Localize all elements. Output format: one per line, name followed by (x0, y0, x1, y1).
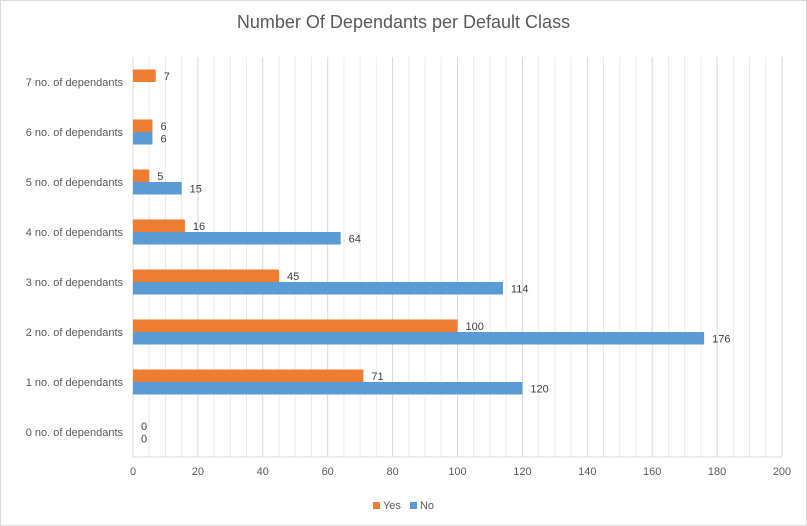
legend-swatch-no (409, 502, 417, 509)
bar-yes (133, 219, 185, 232)
data-label: 100 (466, 321, 484, 333)
x-tick-label: 100 (448, 466, 466, 478)
data-label: 45 (287, 271, 299, 283)
data-label: 7 (164, 71, 170, 83)
bar-no (133, 382, 523, 395)
legend-swatch-yes (372, 502, 380, 509)
legend-item-no: No (409, 500, 435, 512)
bar-no (133, 132, 153, 145)
x-tick-label: 60 (322, 466, 334, 478)
data-label: 114 (511, 283, 529, 295)
bar-yes (133, 269, 280, 282)
category-label: 1 no. of dependants (26, 377, 124, 389)
x-tick-label: 180 (708, 466, 726, 478)
bar-no (133, 232, 341, 245)
category-label: 6 no. of dependants (26, 127, 124, 139)
bar-no (133, 182, 182, 195)
data-label: 71 (371, 371, 383, 383)
bars (133, 69, 705, 395)
category-label: 7 no. of dependants (26, 77, 124, 89)
x-tick-label: 80 (386, 466, 398, 478)
legend-label-yes: Yes (382, 500, 401, 512)
data-label: 16 (193, 221, 205, 233)
bar-no (133, 282, 503, 295)
legend-item-yes: Yes (372, 500, 401, 512)
bar-yes (133, 119, 153, 132)
bar-no (133, 332, 705, 345)
category-label: 5 no. of dependants (26, 177, 124, 189)
category-label: 0 no. of dependants (26, 427, 124, 439)
x-tick-label: 40 (257, 466, 269, 478)
data-label: 15 (190, 183, 202, 195)
category-label: 4 no. of dependants (26, 227, 124, 239)
data-label: 5 (157, 171, 163, 183)
bar-yes (133, 369, 364, 382)
legend: Yes No (0, 500, 807, 512)
data-label: 176 (712, 333, 730, 345)
data-label: 6 (160, 133, 166, 145)
data-label: 64 (349, 233, 361, 245)
x-tick-label: 200 (773, 466, 791, 478)
chart-title: Number Of Dependants per Default Class (236, 12, 571, 32)
x-tick-label: 120 (513, 466, 531, 478)
x-tick-label: 0 (130, 466, 136, 478)
category-label: 2 no. of dependants (26, 327, 124, 339)
category-label: 3 no. of dependants (26, 277, 124, 289)
bar-yes (133, 69, 156, 82)
bar-yes (133, 169, 150, 182)
legend-label-no: No (419, 500, 435, 512)
x-tick-label: 160 (643, 466, 661, 478)
data-label: 0 (141, 433, 147, 445)
bar-yes (133, 319, 458, 332)
x-tick-label: 140 (578, 466, 596, 478)
data-label: 0 (141, 421, 147, 433)
gridlines (132, 57, 783, 458)
data-label: 120 (530, 383, 548, 395)
x-tick-label: 20 (192, 466, 204, 478)
data-label: 6 (160, 121, 166, 133)
